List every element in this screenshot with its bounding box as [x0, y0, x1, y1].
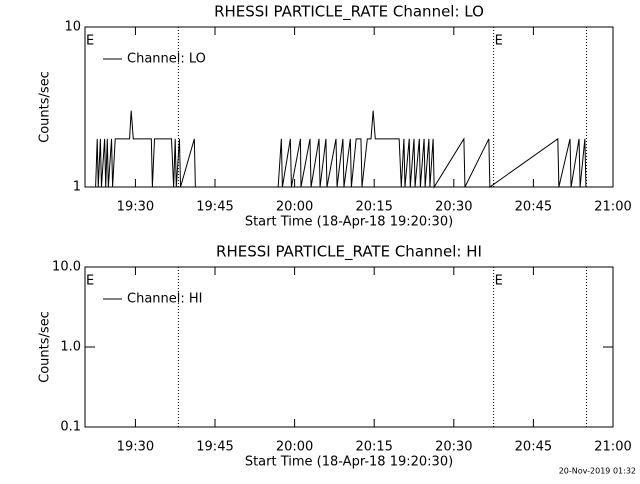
- x-tick-label: 19:30: [117, 440, 154, 455]
- x-tick-label: 19:45: [196, 440, 233, 455]
- data-line: [95, 110, 587, 189]
- x-tick-label: 20:15: [355, 440, 392, 455]
- x-tick-label: 20:15: [355, 200, 392, 215]
- y-tick-label: 0.1: [60, 420, 81, 435]
- x-tick-label: 20:45: [515, 200, 552, 215]
- event-flag: E: [86, 34, 94, 49]
- event-flag: E: [86, 274, 94, 289]
- chart-title: RHESSI PARTICLE_RATE Channel: HI: [216, 243, 482, 262]
- x-tick-label: 20:00: [276, 440, 313, 455]
- x-tick-label: 20:00: [276, 200, 313, 215]
- legend-label: Channel: HI: [127, 292, 203, 307]
- x-tick-label: 19:30: [117, 200, 154, 215]
- y-axis-title: Counts/sec: [38, 311, 53, 383]
- event-flag: E: [495, 34, 503, 49]
- y-tick-label: 10.0: [52, 260, 81, 275]
- y-tick-label: 1.0: [60, 340, 81, 355]
- y-axis-title: Counts/sec: [38, 71, 53, 143]
- plot-frame: [84, 26, 614, 188]
- event-flag: E: [495, 274, 503, 289]
- x-tick-label: 20:30: [435, 200, 472, 215]
- x-tick-label: 21:00: [594, 200, 631, 215]
- footer: 20-Nov-2019 01:32: [559, 467, 636, 476]
- x-axis-title: Start Time (18-Apr-18 19:20:30): [245, 455, 453, 470]
- x-tick-label: 20:30: [435, 440, 472, 455]
- x-axis-title: Start Time (18-Apr-18 19:20:30): [245, 215, 453, 230]
- y-tick-label: 10: [64, 20, 81, 35]
- x-tick-label: 19:45: [196, 200, 233, 215]
- x-tick-label: 20:45: [515, 440, 552, 455]
- legend-label: Channel: LO: [127, 52, 206, 67]
- x-tick-label: 21:00: [594, 440, 631, 455]
- y-tick-label: 1: [73, 180, 81, 195]
- chart-title: RHESSI PARTICLE_RATE Channel: LO: [214, 3, 484, 22]
